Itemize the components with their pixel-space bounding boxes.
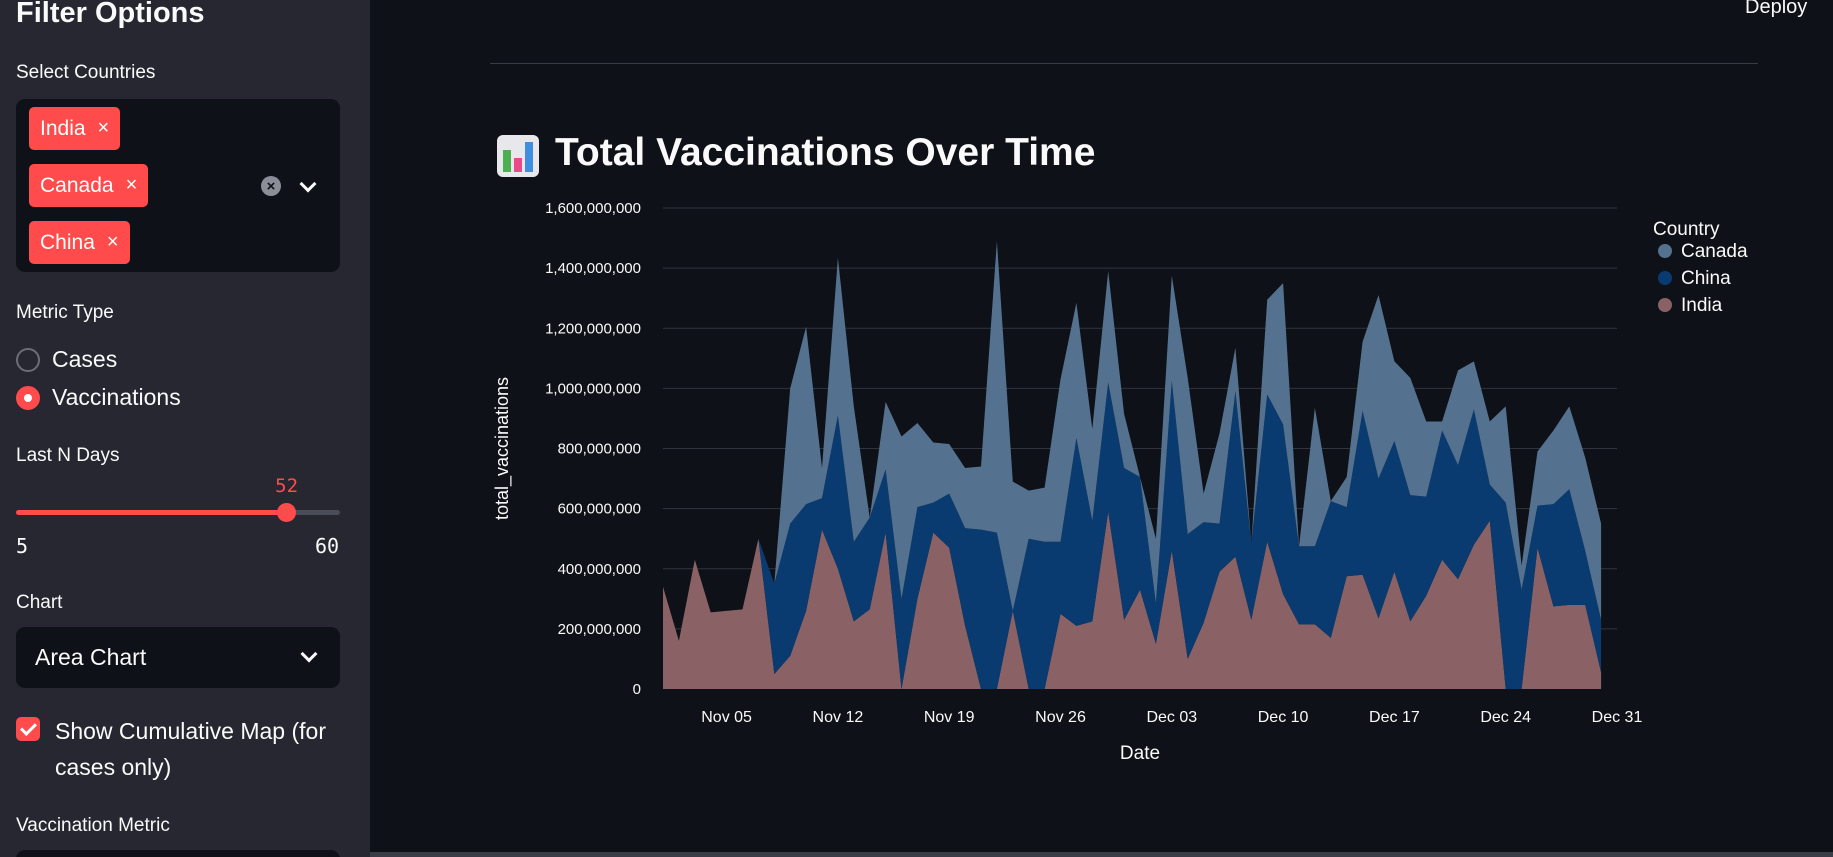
sidebar-title: Filter Options <box>16 0 205 29</box>
y-tick-label: 200,000,000 <box>558 621 641 638</box>
legend-title: Country <box>1653 219 1720 240</box>
y-tick-label: 1,200,000,000 <box>545 320 641 337</box>
vaccination-metric-label: Vaccination Metric <box>16 815 170 836</box>
deploy-button[interactable]: Deploy <box>1745 0 1808 18</box>
country-tag-label: India <box>40 116 86 140</box>
x-tick-label: Nov 26 <box>1035 709 1086 726</box>
x-tick-label: Dec 17 <box>1369 709 1420 726</box>
last-n-days-label: Last N Days <box>16 445 120 466</box>
slider-thumb[interactable] <box>276 503 296 522</box>
y-tick-label: 1,600,000,000 <box>545 200 641 217</box>
y-axis-label: total_vaccinations <box>492 377 513 520</box>
y-tick-label: 600,000,000 <box>558 501 641 518</box>
y-tick-label: 1,400,000,000 <box>545 260 641 277</box>
slider-max: 60 <box>315 534 340 558</box>
slider-value: 52 <box>275 475 299 497</box>
x-tick-label: Nov 05 <box>701 709 752 726</box>
y-tick-label: 1,000,000,000 <box>545 380 641 397</box>
legend-swatch-canada <box>1658 244 1672 258</box>
y-tick-label: 0 <box>633 681 641 698</box>
y-tick-label: 400,000,000 <box>558 561 641 578</box>
remove-tag-icon[interactable]: × <box>125 174 138 196</box>
x-tick-label: Nov 12 <box>813 709 864 726</box>
bar-chart-icon <box>497 135 539 177</box>
x-tick-label: Dec 31 <box>1592 709 1643 726</box>
chevron-down-icon[interactable] <box>299 175 317 193</box>
area-canada <box>663 241 1602 641</box>
page-title: Total Vaccinations Over Time <box>555 131 1096 174</box>
area-china <box>663 380 1602 689</box>
clear-all-icon[interactable]: × <box>261 176 281 196</box>
chart-select-value: Area Chart <box>35 644 147 670</box>
area-india <box>663 511 1602 689</box>
last-n-days-slider[interactable] <box>16 503 340 522</box>
divider <box>490 63 1758 64</box>
legend-entry-canada: Canada <box>1681 241 1748 262</box>
x-tick-label: Dec 24 <box>1480 709 1531 726</box>
legend-swatch-india <box>1658 298 1672 312</box>
y-tick-label: 800,000,000 <box>558 441 641 458</box>
country-tag-label: China <box>40 230 95 254</box>
country-tag-china[interactable]: China × <box>29 221 130 264</box>
radio-selected-icon[interactable] <box>16 385 40 410</box>
country-multiselect[interactable]: India × Canada × China × × <box>16 99 340 272</box>
sidebar: Filter Options Select Countries India × … <box>0 0 370 857</box>
slider-min: 5 <box>16 534 29 558</box>
chart-label: Chart <box>16 592 63 613</box>
legend-entry-india: India <box>1681 295 1723 316</box>
metric-type-label: Metric Type <box>16 302 114 323</box>
legend-entry-china: China <box>1681 268 1731 289</box>
country-tag-india[interactable]: India × <box>29 107 121 150</box>
x-tick-label: Nov 19 <box>924 709 975 726</box>
slider-fill <box>16 510 287 515</box>
cumulative-checkbox-label[interactable]: Show Cumulative Map (for cases only) <box>55 718 326 780</box>
radio-label: Cases <box>52 346 118 372</box>
x-axis-label: Date <box>1120 743 1160 764</box>
area-chart[interactable]: 0 200,000,000 400,000,000 600,000,000 800,00… <box>480 190 1780 790</box>
remove-tag-icon[interactable]: × <box>106 231 119 253</box>
x-tick-label: Dec 03 <box>1146 709 1197 726</box>
cumulative-checkbox[interactable] <box>16 717 40 741</box>
chart-select[interactable]: Area Chart <box>16 627 340 688</box>
country-tag-canada[interactable]: Canada × <box>29 164 149 207</box>
x-tick-label: Dec 10 <box>1258 709 1309 726</box>
radio-label: Vaccinations <box>52 384 181 410</box>
legend-swatch-china <box>1658 271 1672 285</box>
chevron-down-icon[interactable] <box>300 645 318 663</box>
select-countries-label: Select Countries <box>16 62 156 83</box>
remove-tag-icon[interactable]: × <box>97 117 110 139</box>
horizontal-scrollbar[interactable] <box>370 852 1833 857</box>
radio-cases[interactable]: Cases <box>16 346 117 373</box>
radio-vaccinations[interactable]: Vaccinations <box>16 384 181 411</box>
vaccination-metric-select[interactable] <box>16 850 340 857</box>
country-tag-label: Canada <box>40 173 114 197</box>
radio-circle-icon[interactable] <box>16 347 40 372</box>
